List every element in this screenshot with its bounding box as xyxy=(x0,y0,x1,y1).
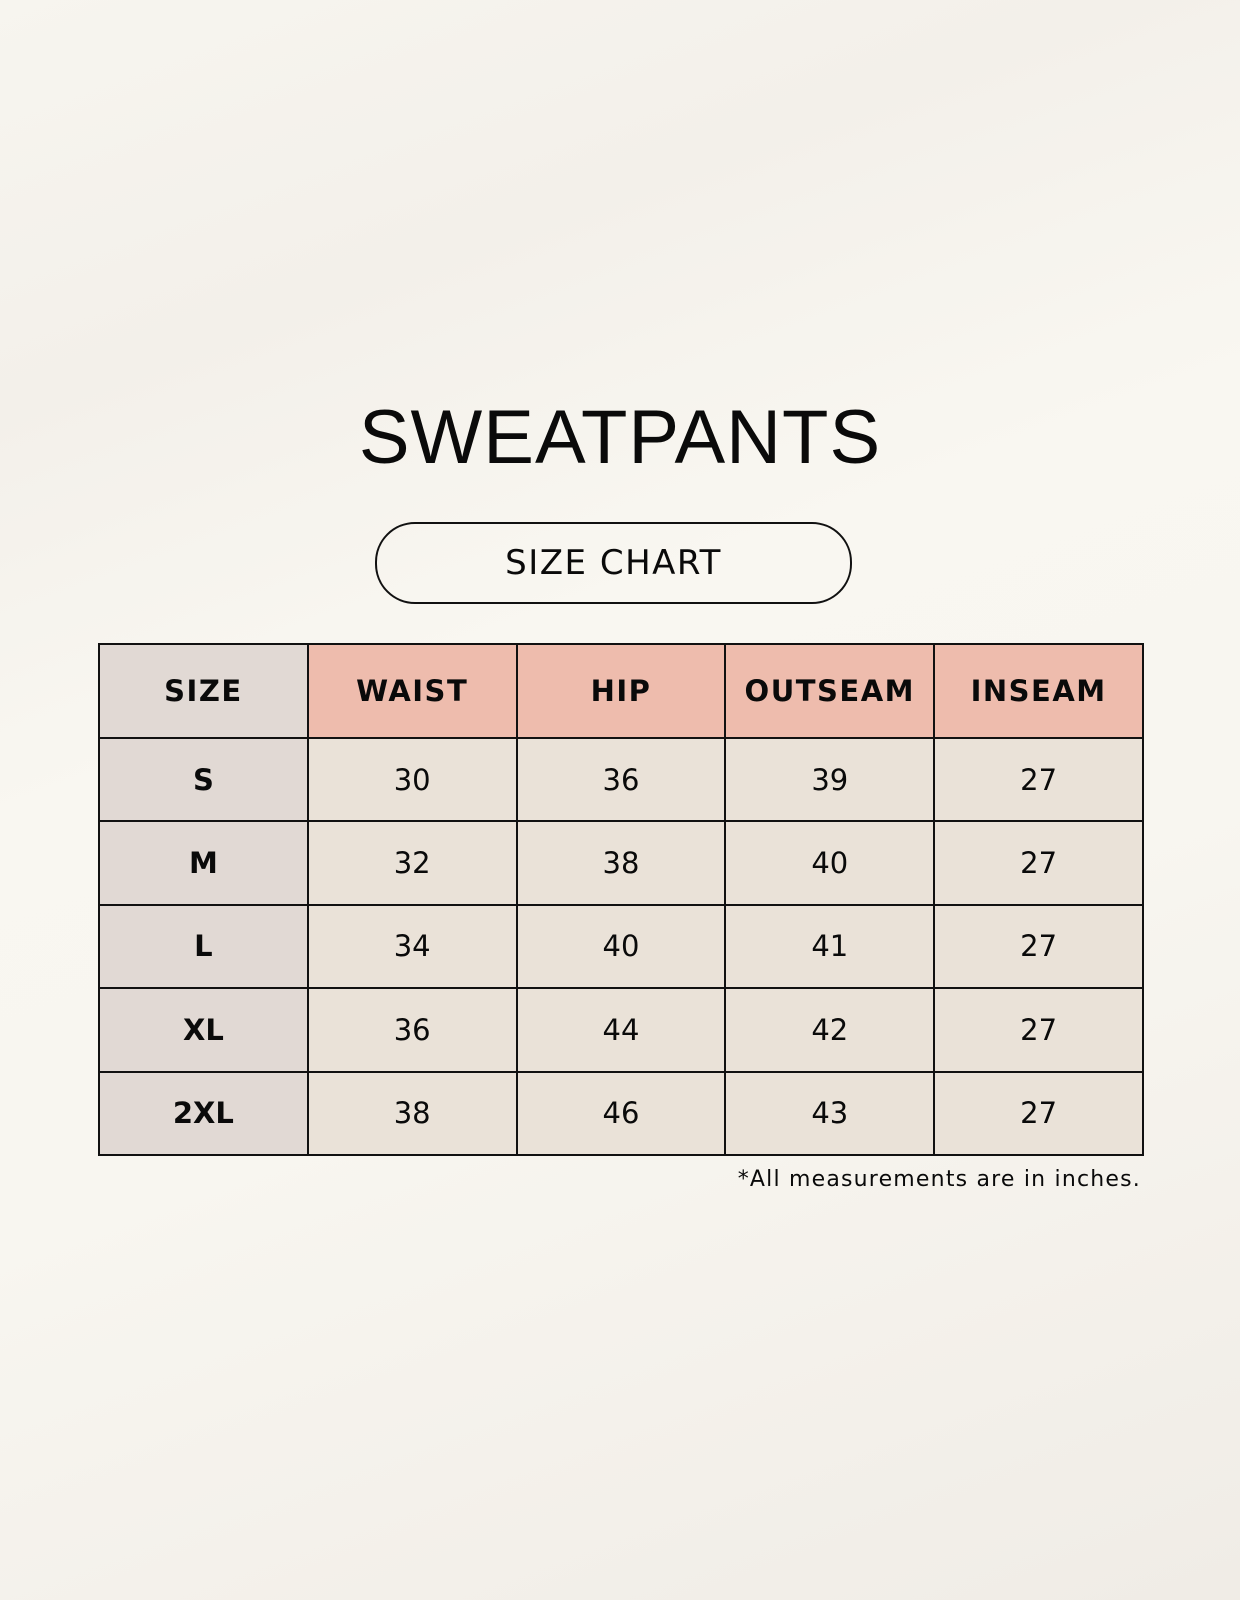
measurement-cell: 43 xyxy=(724,1070,936,1157)
size-cell: M xyxy=(98,820,309,906)
measurement-cell: 36 xyxy=(515,736,727,823)
table-row: M 32 38 40 27 xyxy=(98,820,1144,906)
measurement-cell: 34 xyxy=(306,903,518,990)
size-table: SIZE WAIST HIP OUTSEAM INSEAM S 30 36 39 27 M… xyxy=(98,643,1144,1157)
measurement-cell: 27 xyxy=(933,820,1144,906)
table-row: 2XL 38 46 43 27 xyxy=(98,1070,1144,1157)
header-size: SIZE xyxy=(98,643,309,739)
header-inseam: INSEAM xyxy=(933,643,1144,739)
table-row: XL 36 44 42 27 xyxy=(98,987,1144,1073)
measurement-cell: 27 xyxy=(933,903,1144,990)
measurement-cell: 46 xyxy=(515,1070,727,1157)
measurement-cell: 30 xyxy=(306,736,518,823)
size-cell: XL xyxy=(98,987,309,1073)
measurement-cell: 40 xyxy=(515,903,727,990)
header-waist: WAIST xyxy=(306,643,518,739)
page-title: SWEATPANTS xyxy=(358,395,882,480)
measurement-cell: 40 xyxy=(724,820,936,906)
measurement-cell: 27 xyxy=(933,736,1144,823)
measurement-cell: 42 xyxy=(724,987,936,1073)
table-header-row: SIZE WAIST HIP OUTSEAM INSEAM xyxy=(98,643,1144,739)
footnote: *All measurements are in inches. xyxy=(737,1167,1141,1192)
table-row: L 34 40 41 27 xyxy=(98,903,1144,990)
size-chart-label: SIZE CHART xyxy=(375,522,852,604)
measurement-cell: 27 xyxy=(933,1070,1144,1157)
measurement-cell: 32 xyxy=(306,820,518,906)
measurement-cell: 27 xyxy=(933,987,1144,1073)
measurement-cell: 36 xyxy=(306,987,518,1073)
size-cell: L xyxy=(98,903,309,990)
header-hip: HIP xyxy=(515,643,727,739)
measurement-cell: 38 xyxy=(515,820,727,906)
measurement-cell: 41 xyxy=(724,903,936,990)
size-cell: S xyxy=(98,736,309,823)
measurement-cell: 44 xyxy=(515,987,727,1073)
measurement-cell: 39 xyxy=(724,736,936,823)
size-cell: 2XL xyxy=(98,1070,309,1157)
measurement-cell: 38 xyxy=(306,1070,518,1157)
table-row: S 30 36 39 27 xyxy=(98,736,1144,823)
header-outseam: OUTSEAM xyxy=(724,643,936,739)
